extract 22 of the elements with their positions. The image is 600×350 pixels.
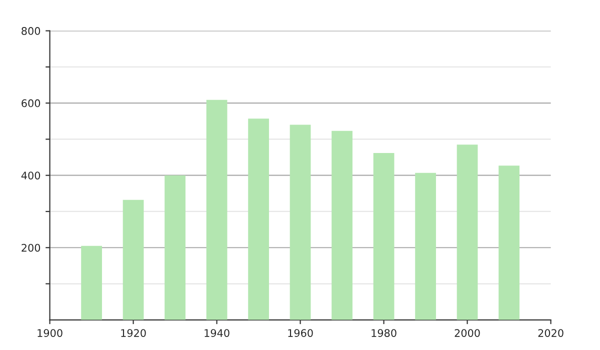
y-tick-label: 400 (21, 172, 40, 180)
x-tick-label: 2020 (538, 329, 564, 337)
x-tick-label: 1960 (288, 329, 313, 337)
bar (248, 118, 269, 320)
bar (164, 175, 186, 320)
y-tick-label: 800 (22, 27, 40, 35)
bar (498, 166, 520, 320)
bar (290, 124, 311, 320)
x-tick-label: 1900 (38, 329, 62, 337)
bar (81, 246, 102, 320)
bar (415, 172, 436, 320)
bar (122, 200, 144, 320)
bar (332, 130, 352, 320)
bar (206, 100, 228, 320)
x-tick-label: 1920 (121, 329, 146, 337)
bar (373, 152, 394, 320)
y-tick-label: 600 (22, 99, 40, 108)
x-tick-label: 1980 (372, 329, 396, 337)
bar (456, 144, 478, 320)
x-tick-label: 2000 (454, 329, 480, 337)
y-tick-label: 200 (22, 244, 40, 252)
x-tick-label: 1940 (204, 329, 230, 337)
